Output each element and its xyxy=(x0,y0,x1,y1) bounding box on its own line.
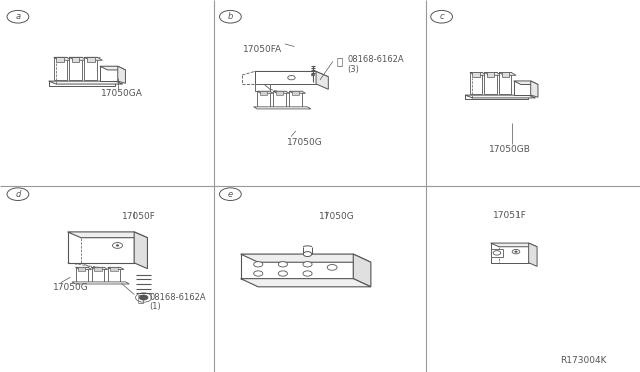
Polygon shape xyxy=(529,243,537,266)
Text: (3): (3) xyxy=(348,65,359,74)
Text: R173004K: R173004K xyxy=(560,356,607,365)
Circle shape xyxy=(139,295,148,300)
Text: a: a xyxy=(15,12,20,21)
Circle shape xyxy=(113,243,122,248)
Circle shape xyxy=(288,76,295,80)
Text: 17050GB: 17050GB xyxy=(489,145,531,154)
Polygon shape xyxy=(76,267,88,282)
Circle shape xyxy=(303,251,312,257)
Polygon shape xyxy=(260,91,267,95)
Polygon shape xyxy=(353,254,371,287)
Polygon shape xyxy=(108,267,124,269)
Circle shape xyxy=(253,271,263,276)
Polygon shape xyxy=(465,95,536,98)
Polygon shape xyxy=(134,232,147,269)
Polygon shape xyxy=(273,91,289,93)
Text: 17050G: 17050G xyxy=(287,138,323,147)
Polygon shape xyxy=(49,81,115,86)
Polygon shape xyxy=(253,107,311,109)
Polygon shape xyxy=(68,232,134,263)
Polygon shape xyxy=(56,57,64,62)
Text: 17050FA: 17050FA xyxy=(243,45,282,54)
Text: 17051F: 17051F xyxy=(493,211,527,220)
Polygon shape xyxy=(499,73,516,75)
Polygon shape xyxy=(68,232,147,238)
Polygon shape xyxy=(241,279,371,287)
Polygon shape xyxy=(118,66,125,83)
Polygon shape xyxy=(87,57,95,62)
Polygon shape xyxy=(76,267,92,269)
Polygon shape xyxy=(484,73,502,75)
Polygon shape xyxy=(292,91,300,95)
Text: 17050F: 17050F xyxy=(122,212,156,221)
Text: 08168-6162A: 08168-6162A xyxy=(149,293,205,302)
Polygon shape xyxy=(465,95,528,99)
Polygon shape xyxy=(111,267,118,271)
Polygon shape xyxy=(257,91,273,93)
Polygon shape xyxy=(108,267,120,282)
Polygon shape xyxy=(255,84,270,91)
Text: c: c xyxy=(439,12,444,21)
Polygon shape xyxy=(241,254,353,279)
Polygon shape xyxy=(92,267,108,269)
Polygon shape xyxy=(255,71,316,84)
Polygon shape xyxy=(72,57,79,62)
Text: (1): (1) xyxy=(149,302,161,311)
Text: 17050GA: 17050GA xyxy=(101,89,143,98)
Polygon shape xyxy=(54,57,72,60)
Polygon shape xyxy=(276,91,283,95)
Polygon shape xyxy=(255,71,328,77)
Polygon shape xyxy=(241,254,371,262)
Polygon shape xyxy=(94,267,102,271)
Polygon shape xyxy=(100,66,125,70)
Polygon shape xyxy=(69,57,82,80)
Text: b: b xyxy=(228,12,233,21)
Polygon shape xyxy=(257,91,269,107)
Circle shape xyxy=(278,271,287,276)
Text: 17050G: 17050G xyxy=(319,212,355,221)
Polygon shape xyxy=(487,73,494,77)
Polygon shape xyxy=(69,57,87,60)
Circle shape xyxy=(512,250,520,254)
Polygon shape xyxy=(531,81,538,97)
Text: Ⓢ: Ⓢ xyxy=(138,294,144,303)
Polygon shape xyxy=(491,243,537,247)
Polygon shape xyxy=(499,73,511,94)
Polygon shape xyxy=(316,71,328,89)
Text: Ⓢ: Ⓢ xyxy=(336,57,342,66)
Circle shape xyxy=(327,264,337,270)
Polygon shape xyxy=(92,267,104,282)
Polygon shape xyxy=(273,91,286,107)
Polygon shape xyxy=(502,73,509,77)
Polygon shape xyxy=(49,81,123,84)
Circle shape xyxy=(515,251,517,252)
Text: d: d xyxy=(15,190,20,199)
Text: e: e xyxy=(228,190,233,199)
Circle shape xyxy=(303,271,312,276)
Circle shape xyxy=(278,262,287,267)
Polygon shape xyxy=(514,81,531,95)
Polygon shape xyxy=(289,91,305,93)
Polygon shape xyxy=(470,73,487,75)
Text: 08168-6162A: 08168-6162A xyxy=(348,55,404,64)
Polygon shape xyxy=(514,81,538,84)
Polygon shape xyxy=(54,57,67,80)
Polygon shape xyxy=(100,66,118,81)
Polygon shape xyxy=(470,73,482,94)
Circle shape xyxy=(253,262,263,267)
Circle shape xyxy=(116,245,119,246)
Polygon shape xyxy=(289,91,302,107)
Text: 17050G: 17050G xyxy=(52,283,88,292)
Polygon shape xyxy=(78,267,85,271)
Polygon shape xyxy=(491,243,529,263)
Circle shape xyxy=(493,251,500,255)
Circle shape xyxy=(312,74,314,76)
Polygon shape xyxy=(472,73,479,77)
Polygon shape xyxy=(72,282,129,284)
Polygon shape xyxy=(484,73,497,94)
Polygon shape xyxy=(84,57,97,80)
Circle shape xyxy=(303,262,312,267)
Polygon shape xyxy=(491,249,503,257)
Polygon shape xyxy=(84,57,102,60)
